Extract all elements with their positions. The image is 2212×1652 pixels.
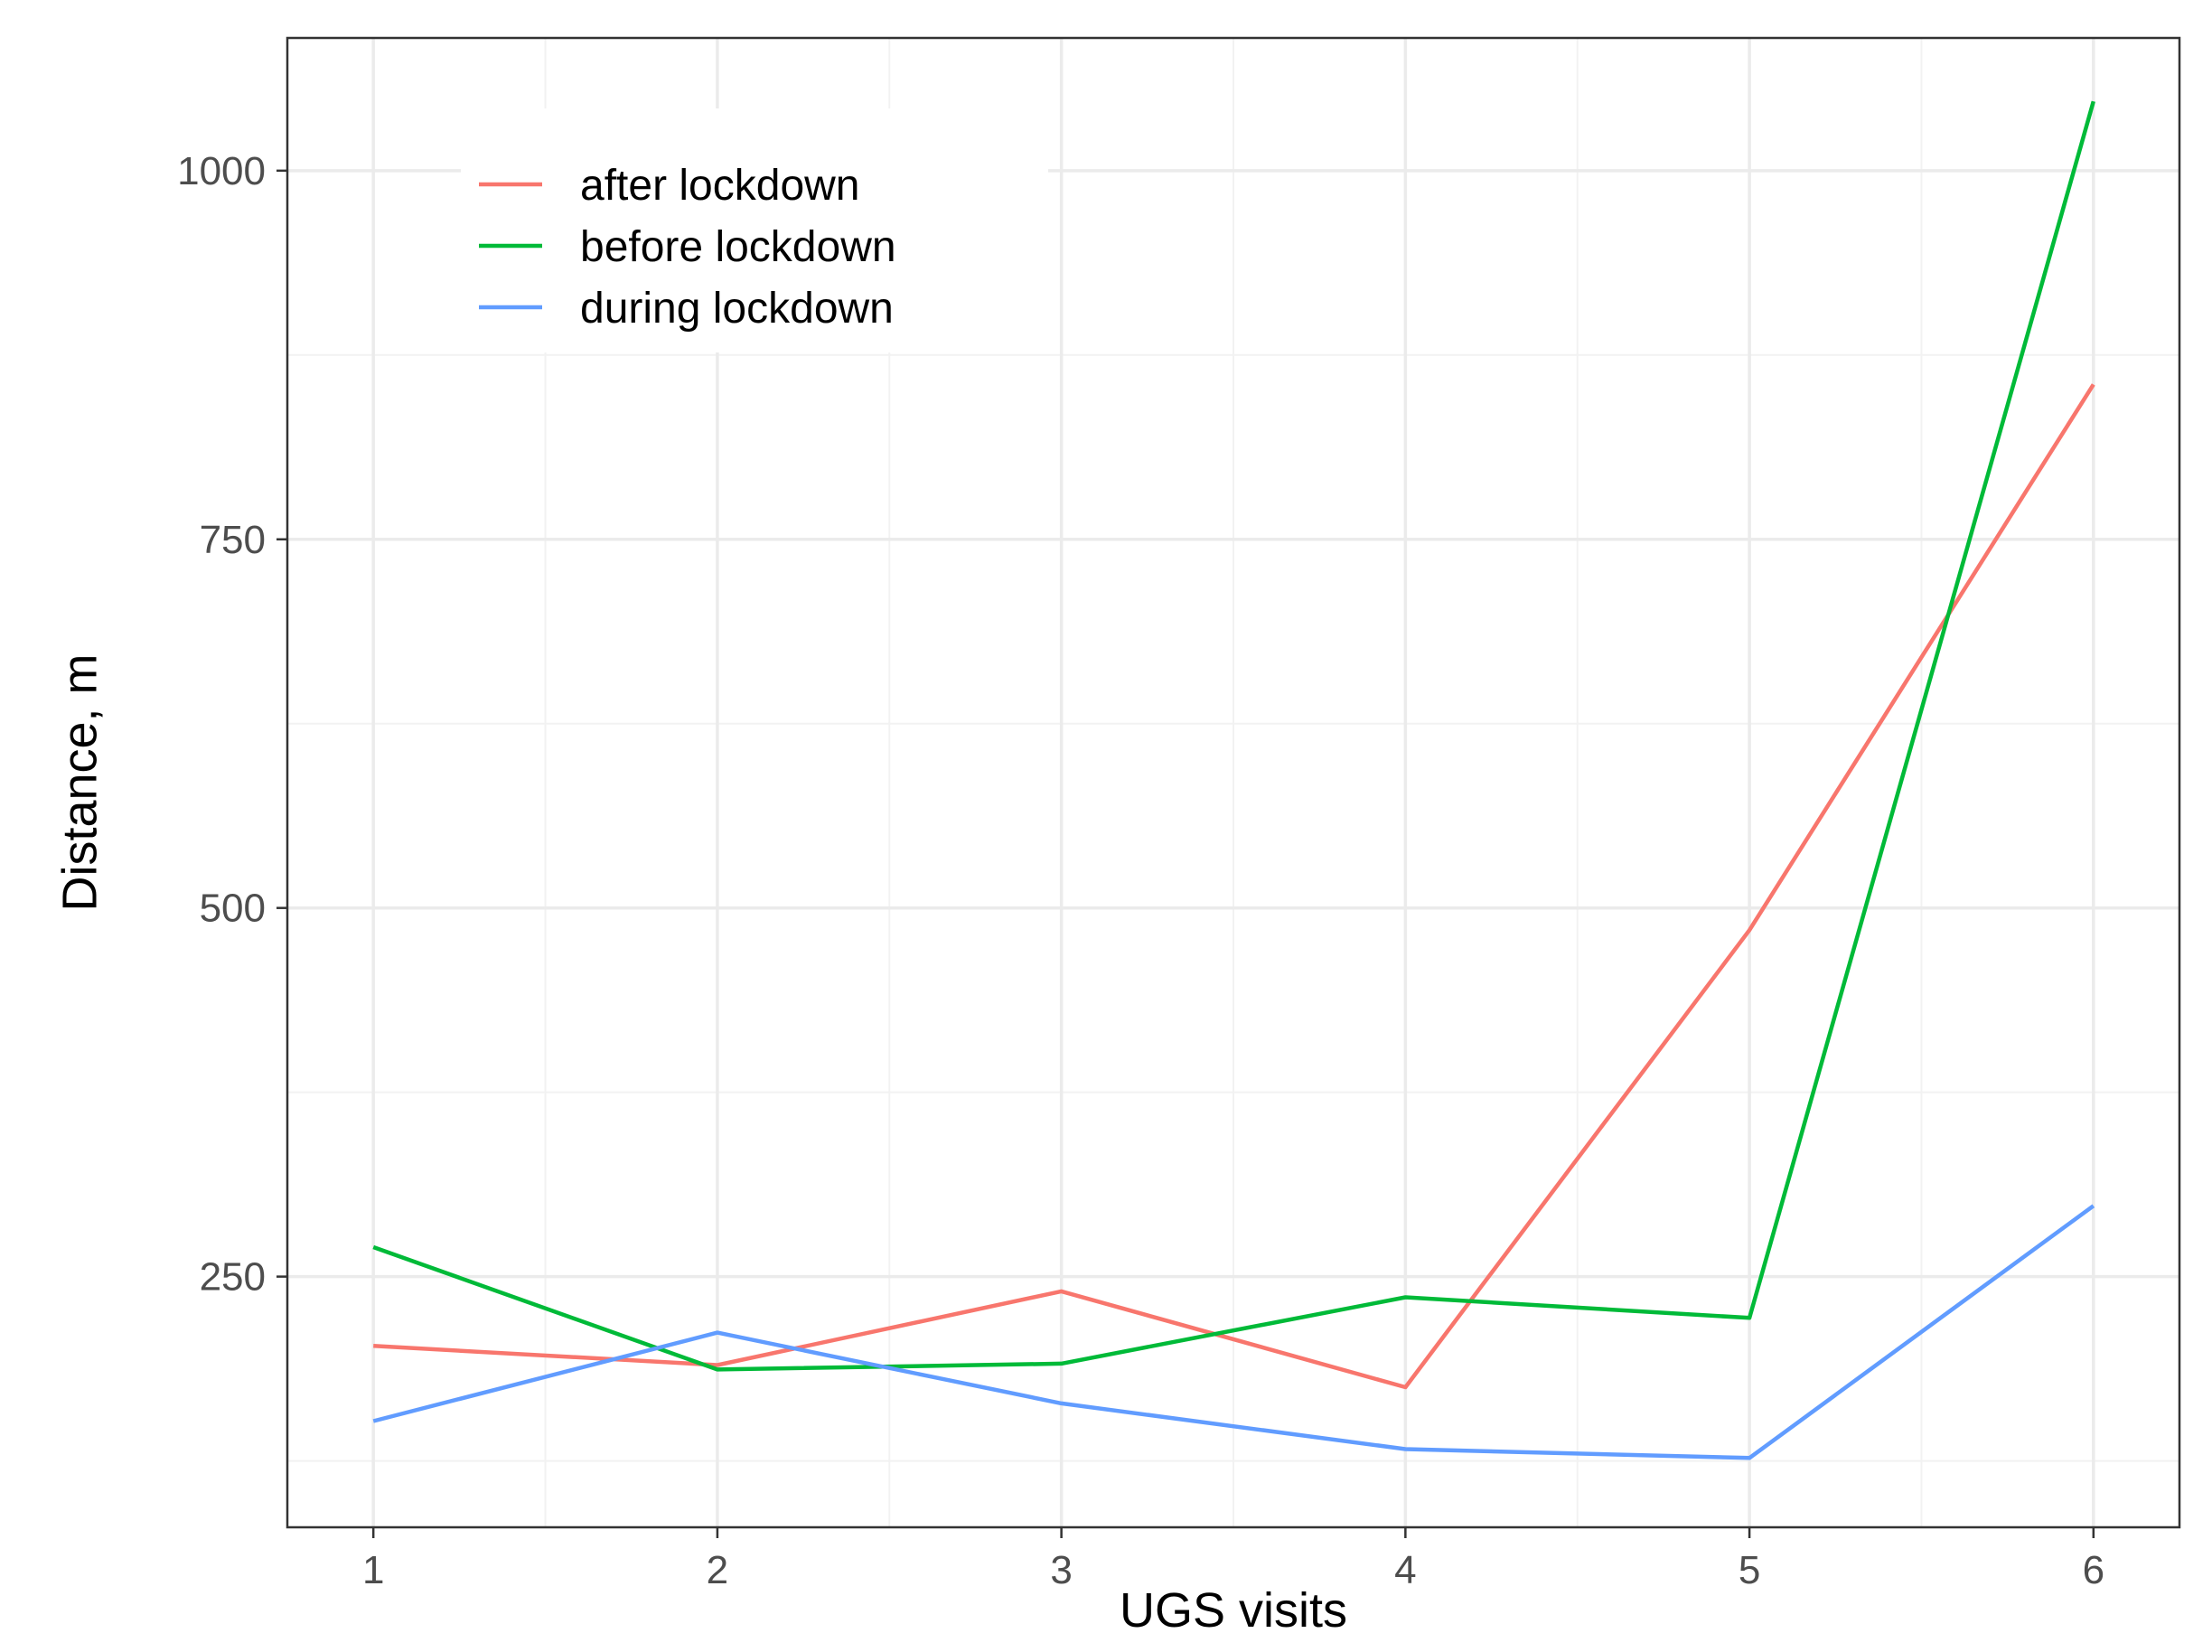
x-tick-label: 6 — [2083, 1548, 2104, 1592]
legend-item: before lockdown — [479, 223, 896, 271]
legend-label: before lockdown — [580, 223, 896, 271]
y-axis-title: Distance, m — [52, 653, 107, 911]
panel-border — [286, 36, 2181, 1529]
legend-item: after lockdown — [479, 162, 860, 210]
x-tick-label: 2 — [707, 1548, 728, 1592]
x-tick-label: 5 — [1739, 1548, 1760, 1592]
series-lines — [372, 100, 2095, 1460]
y-tick-label: 750 — [200, 518, 266, 562]
x-tick-labels: 1 2 3 4 5 6 — [362, 1548, 2104, 1592]
legend: after lockdown before lockdown during lock… — [479, 162, 896, 333]
y-tick-labels: 250 500 750 1000 — [177, 149, 266, 1300]
series-line-during-lockdown — [372, 1204, 2095, 1460]
y-tick-label: 250 — [200, 1255, 266, 1300]
legend-background — [461, 108, 1048, 352]
y-tick-label: 1000 — [177, 149, 266, 193]
axis-ticks — [276, 169, 2095, 1538]
legend-box — [461, 108, 1048, 352]
x-axis-title: UGS visits — [1120, 1583, 1347, 1638]
legend-label: after lockdown — [580, 162, 860, 210]
legend-label: during lockdown — [580, 285, 894, 333]
x-tick-label: 4 — [1394, 1548, 1416, 1592]
y-tick-label: 500 — [200, 887, 266, 931]
legend-item: during lockdown — [479, 285, 894, 333]
x-tick-label: 3 — [1050, 1548, 1072, 1592]
x-tick-label: 1 — [362, 1548, 384, 1592]
series-line-after-lockdown — [373, 383, 2095, 1390]
